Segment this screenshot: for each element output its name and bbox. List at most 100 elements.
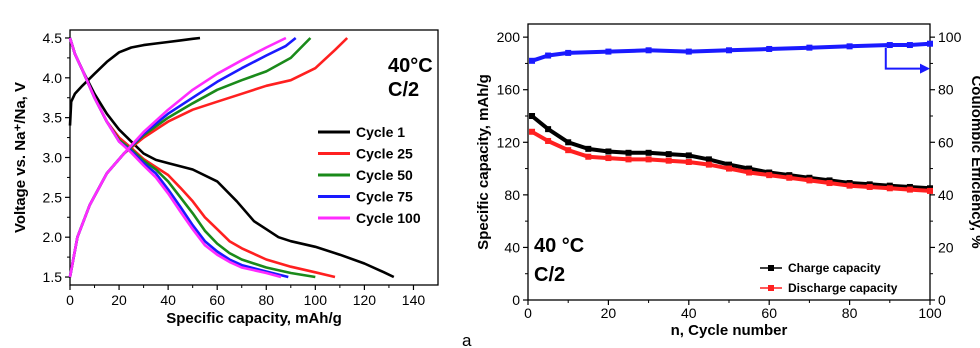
data-point-efficiency [605, 48, 612, 55]
data-point-discharge [685, 159, 692, 165]
data-point-charge [565, 139, 572, 146]
x-tick-label: 100 [304, 292, 328, 308]
data-point-discharge [927, 187, 933, 194]
x-tick-label: 120 [353, 292, 377, 308]
x-tick-label: 80 [258, 292, 274, 308]
legend-label: Cycle 1 [356, 124, 405, 140]
y2-tick-label: 20 [938, 239, 954, 255]
data-point-discharge [705, 161, 712, 168]
y-tick-label: 200 [497, 29, 521, 45]
legend-label: Cycle 50 [356, 167, 413, 183]
condition-temperature: 40 °C [534, 235, 584, 257]
x-tick-label: 80 [842, 305, 858, 321]
x-tick-label: 40 [160, 292, 176, 308]
data-point-discharge [826, 180, 833, 187]
series-line-5-charge [68, 36, 287, 278]
legend-swatch-marker [768, 265, 774, 271]
data-point-charge [605, 148, 612, 155]
y2-axis-label: Coulombic Efficiency, % [968, 75, 980, 248]
x-tick-label: 140 [402, 292, 426, 308]
data-point-charge [645, 149, 652, 156]
y-tick-label: 160 [497, 82, 521, 98]
data-point-discharge [766, 172, 773, 179]
y2-tick-label: 60 [938, 134, 954, 150]
series-line-1-charge [68, 36, 201, 126]
data-point-efficiency [806, 44, 813, 51]
axis-arrow-head [920, 63, 930, 74]
data-point-efficiency [766, 45, 773, 52]
data-point-discharge [529, 128, 536, 135]
data-point-discharge [645, 156, 652, 163]
y-tick-label: 3.5 [43, 110, 63, 126]
series-line-3-charge [68, 37, 312, 278]
y-tick-label: 2.0 [43, 229, 63, 245]
data-point-discharge [846, 182, 853, 189]
data-point-discharge [746, 169, 753, 176]
y-tick-label: 2.5 [43, 189, 63, 205]
data-point-charge [746, 165, 753, 172]
data-point-efficiency [906, 42, 913, 49]
x-tick-label: 20 [111, 292, 127, 308]
y-axis-label: Voltage vs. Na⁺/Na, V [12, 82, 29, 233]
data-point-discharge [726, 165, 732, 172]
data-point-efficiency [529, 57, 536, 64]
x-tick-label: 60 [209, 292, 225, 308]
legend-label: Discharge capacity [788, 281, 898, 295]
panel-label: a [462, 331, 472, 348]
y-tick-label: 80 [504, 187, 520, 203]
condition-rate: C/2 [388, 79, 419, 101]
legend-label: Charge capacity [788, 261, 881, 275]
voltage-profile-chart: 0 20 40 60 80 100 120 140 1.5 2.0 2.5 3.0 3.5 4.0 4.5 S… [12, 29, 439, 327]
x-tick-label: 100 [918, 305, 942, 321]
series-line-5-discharge [68, 37, 282, 279]
y-tick-label: 40 [504, 239, 520, 255]
data-point-discharge [545, 137, 552, 144]
x-tick-label: 0 [66, 292, 74, 308]
x-tick-label: 0 [524, 305, 532, 321]
y-axis-label: Specific capacity, mAh/g [475, 74, 492, 250]
condition-temperature: 40°C [388, 55, 433, 77]
data-point-discharge [605, 155, 612, 162]
data-point-efficiency [846, 43, 853, 50]
data-point-efficiency [545, 52, 552, 59]
series-line-4-discharge [68, 37, 289, 279]
axis-arrow-line [884, 47, 924, 70]
y2-tick-label: 80 [938, 82, 954, 98]
y2-tick-label: 0 [938, 292, 946, 308]
data-point-efficiency [565, 49, 572, 56]
series-line-2-charge [68, 37, 349, 278]
y2-tick-label: 40 [938, 187, 954, 203]
x-tick-label: 60 [761, 305, 777, 321]
data-point-charge [545, 126, 552, 133]
data-point-charge [705, 156, 712, 163]
data-point-discharge [906, 186, 913, 193]
x-tick-label: 40 [681, 305, 697, 321]
legend-swatch-marker [768, 285, 774, 291]
data-point-discharge [665, 157, 672, 164]
series-line-3-discharge [68, 37, 316, 279]
series-line-1-discharge [68, 37, 395, 279]
data-point-discharge [806, 177, 813, 184]
data-point-charge [625, 149, 632, 156]
data-point-efficiency [927, 40, 933, 47]
data-point-efficiency [685, 48, 692, 55]
data-point-discharge [585, 153, 592, 160]
y2-tick-label: 100 [938, 29, 962, 45]
condition-rate: C/2 [534, 264, 565, 286]
legend-label: Cycle 75 [356, 189, 413, 205]
y-tick-label: 3.0 [43, 150, 63, 166]
y-tick-label: 0 [512, 292, 520, 308]
x-axis-label: n, Cycle number [671, 322, 788, 339]
data-point-charge [726, 161, 732, 168]
cycling-performance-chart: 0 20 40 60 80 10004080120160200020406080100n,… [475, 23, 980, 339]
y-tick-label: 4.5 [43, 30, 63, 46]
data-point-discharge [786, 174, 793, 181]
data-point-efficiency [645, 47, 652, 54]
data-point-efficiency [726, 47, 732, 54]
y-tick-label: 4.0 [43, 70, 63, 86]
data-point-charge [585, 145, 592, 152]
legend-label: Cycle 100 [356, 210, 421, 226]
data-point-discharge [565, 147, 572, 154]
x-tick-label: 20 [601, 305, 617, 321]
